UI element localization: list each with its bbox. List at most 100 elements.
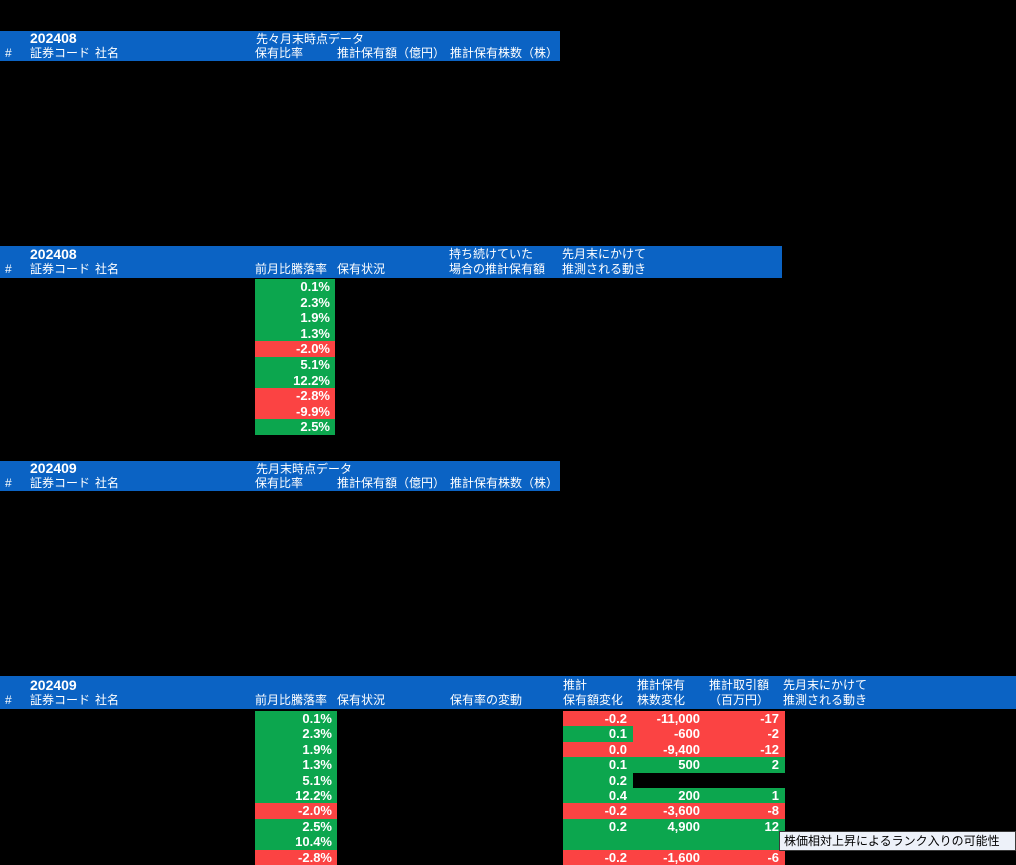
trade-amount-cell[interactable]: -8 — [708, 803, 785, 819]
header-band-202409-prev: 202409 先月末時点データ # 証券コード 社名 保有比率 推計保有額（億円… — [0, 461, 560, 491]
trade-amount-cell[interactable]: -12 — [708, 741, 785, 758]
pct-cell[interactable]: 1.9% — [255, 741, 337, 758]
col-amount: 推計保有額（億円） — [337, 476, 446, 490]
shares-change-cell[interactable]: 200 — [633, 787, 708, 804]
pct-cell[interactable]: 2.5% — [255, 818, 337, 835]
amount-change-cell[interactable]: -0.2 — [563, 803, 633, 819]
col-hash: # — [5, 476, 12, 490]
pct-cell[interactable]: 2.3% — [255, 726, 337, 742]
shares-change-cell[interactable]: -1,600 — [633, 849, 708, 865]
pct-cell[interactable]: -9.9% — [255, 403, 335, 420]
shares-change-cell[interactable]: -11,000 — [633, 711, 708, 727]
year-label: 202408 — [30, 30, 77, 46]
empty-cell — [708, 773, 785, 788]
col-hash: # — [5, 262, 12, 276]
shares-change-cell[interactable]: -600 — [633, 726, 708, 742]
amount-change-cell[interactable]: 0.1 — [563, 726, 633, 742]
col-variation: 保有率の変動 — [450, 693, 523, 707]
col-change: 前月比騰落率 — [255, 693, 328, 707]
shares-change-cell[interactable] — [633, 834, 708, 850]
col-hold-line1: 持ち続けていた — [449, 247, 534, 261]
pct-cell[interactable]: 1.3% — [255, 757, 337, 773]
col-hold-line2: 場合の推計保有額 — [449, 262, 546, 276]
year-label: 202409 — [30, 460, 77, 476]
amount-change-cell[interactable]: 0.0 — [563, 741, 633, 758]
pct-cell[interactable]: 1.3% — [255, 325, 335, 342]
amount-change-cell[interactable]: 0.2 — [563, 818, 633, 835]
header-band-202409-change: 202409 推計 推計保有 推計取引額 先月末にかけて # 証券コード 社名 … — [0, 676, 1016, 709]
col-code: 証券コード — [30, 693, 91, 707]
col-move-line2: 推測される動き — [562, 262, 647, 276]
amount-change-cell[interactable]: 0.2 — [563, 772, 633, 788]
year-label: 202409 — [30, 677, 77, 693]
trade-amount-cell[interactable]: -17 — [708, 711, 785, 727]
col-ratio: 保有比率 — [255, 476, 304, 490]
col-name: 社名 — [95, 262, 120, 276]
col-trade-line2: （百万円） — [709, 693, 770, 707]
col-code: 証券コード — [30, 262, 91, 276]
col-shares: 推計保有株数（株） — [450, 46, 559, 60]
shares-change-cell[interactable]: -3,600 — [633, 803, 708, 819]
col-amt-line1: 推計 — [563, 678, 588, 692]
col-status: 保有状況 — [337, 262, 386, 276]
pct-cell[interactable]: 0.1% — [255, 711, 337, 727]
shares-change-cell[interactable]: -9,400 — [633, 741, 708, 758]
amount-change-cell[interactable]: -0.2 — [563, 849, 633, 865]
col-move-line1: 先月末にかけて — [562, 247, 647, 261]
header-band-202408-prev2: 202408 先々月末時点データ # 証券コード 社名 保有比率 推計保有額（億… — [0, 31, 560, 61]
period-label: 先月末時点データ — [256, 462, 353, 476]
pct-cell[interactable]: 1.9% — [255, 310, 335, 326]
col-name: 社名 — [95, 46, 120, 60]
col-amt-line2: 保有額変化 — [563, 693, 624, 707]
trade-amount-cell[interactable]: -2 — [708, 726, 785, 742]
rank-in-comment-tooltip: 株価相対上昇によるランク入りの可能性 — [779, 831, 1016, 851]
pct-cell[interactable]: 12.2% — [255, 787, 337, 804]
col-hash: # — [5, 46, 12, 60]
col-hash: # — [5, 693, 12, 707]
year-label: 202408 — [30, 246, 77, 262]
col-name: 社名 — [95, 476, 120, 490]
col-move-line2: 推測される動き — [783, 693, 868, 707]
shares-change-cell[interactable]: 4,900 — [633, 818, 708, 835]
amount-change-cell[interactable]: 0.1 — [563, 757, 633, 773]
pct-cell[interactable]: 5.1% — [255, 356, 335, 373]
col-shares-line1: 推計保有 — [637, 678, 686, 692]
s4-amt-column: -0.2 0.1 0.0 0.1 0.2 0.4 -0.2 0.2 -0.2 — [563, 711, 633, 865]
trade-amount-cell[interactable]: 12 — [708, 818, 785, 835]
amount-change-cell[interactable]: -0.2 — [563, 711, 633, 727]
trade-amount-cell[interactable]: 2 — [708, 757, 785, 773]
pct-cell[interactable]: 12.2% — [255, 372, 335, 389]
pct-cell[interactable]: 0.1% — [255, 279, 335, 295]
trade-amount-cell[interactable]: 1 — [708, 787, 785, 804]
col-shares-line2: 株数変化 — [637, 693, 686, 707]
col-trade-line1: 推計取引額 — [709, 678, 770, 692]
col-move-line1: 先月末にかけて — [783, 678, 868, 692]
s4-trade-column: -17 -2 -12 2 1 -8 12 -6 — [708, 711, 785, 865]
s4-shares-column: -11,000 -600 -9,400 500 200 -3,600 4,900 -1,600 — [633, 711, 708, 865]
shares-change-cell[interactable]: 500 — [633, 757, 708, 773]
col-ratio: 保有比率 — [255, 46, 304, 60]
col-change: 前月比騰落率 — [255, 262, 328, 276]
pct-cell[interactable]: 2.3% — [255, 294, 335, 311]
col-shares: 推計保有株数（株） — [450, 476, 559, 490]
col-amount: 推計保有額（億円） — [337, 46, 446, 60]
amount-change-cell[interactable] — [563, 834, 633, 850]
pct-cell[interactable]: 5.1% — [255, 772, 337, 788]
trade-amount-cell[interactable] — [708, 834, 785, 850]
pct-cell[interactable]: -2.8% — [255, 388, 335, 404]
empty-cell — [633, 773, 708, 788]
pct-cell[interactable]: -2.8% — [255, 849, 337, 865]
col-status: 保有状況 — [337, 693, 386, 707]
col-code: 証券コード — [30, 46, 91, 60]
period-label: 先々月末時点データ — [256, 32, 365, 46]
col-code: 証券コード — [30, 476, 91, 490]
pct-cell[interactable]: -2.0% — [255, 803, 337, 819]
pct-cell[interactable]: 2.5% — [255, 419, 335, 435]
s4-pct-column: 0.1% 2.3% 1.9% 1.3% 5.1% 12.2% -2.0% 2.5% 10.4% -… — [255, 711, 337, 865]
trade-amount-cell[interactable]: -6 — [708, 849, 785, 865]
pct-cell[interactable]: 10.4% — [255, 834, 337, 850]
amount-change-cell[interactable]: 0.4 — [563, 787, 633, 804]
pct-cell[interactable]: -2.0% — [255, 341, 335, 357]
s2-pct-column: 0.1% 2.3% 1.9% 1.3% -2.0% 5.1% 12.2% -2.8% -9.9%… — [255, 279, 335, 435]
